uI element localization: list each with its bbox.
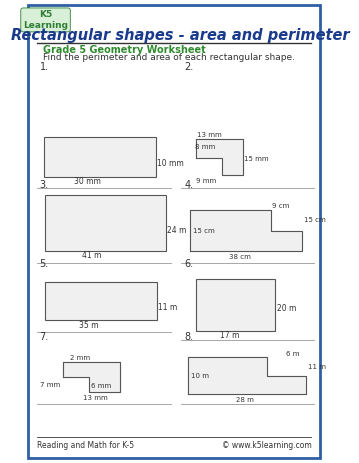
- Text: 7.: 7.: [39, 332, 49, 342]
- Text: 2 mm: 2 mm: [70, 355, 90, 361]
- Text: 15 cm: 15 cm: [304, 218, 326, 223]
- Bar: [196, 279, 275, 331]
- Text: 28 m: 28 m: [236, 398, 254, 403]
- Text: Rectangular shapes - area and perimeter: Rectangular shapes - area and perimeter: [11, 28, 349, 43]
- Text: Find the perimeter and area of each rectangular shape.: Find the perimeter and area of each rect…: [43, 53, 294, 62]
- Text: 6.: 6.: [185, 259, 194, 269]
- Text: Grade 5 Geometry Worksheet: Grade 5 Geometry Worksheet: [43, 45, 205, 55]
- Bar: [45, 282, 157, 320]
- Text: 10 mm: 10 mm: [157, 159, 184, 168]
- Text: 38 cm: 38 cm: [229, 255, 251, 260]
- Bar: [44, 137, 156, 177]
- Text: 9 mm: 9 mm: [196, 179, 216, 184]
- Text: 5.: 5.: [39, 259, 49, 269]
- Polygon shape: [63, 362, 120, 392]
- Bar: [45, 195, 166, 251]
- Text: 7 mm: 7 mm: [40, 382, 60, 388]
- Text: 11 m: 11 m: [308, 364, 326, 369]
- Text: 35 m: 35 m: [79, 320, 99, 330]
- Polygon shape: [188, 357, 306, 394]
- Text: 20 m: 20 m: [277, 304, 296, 313]
- Text: 6 m: 6 m: [286, 351, 299, 357]
- Text: 15 mm: 15 mm: [244, 156, 269, 162]
- Polygon shape: [196, 139, 243, 175]
- Text: 10 m: 10 m: [191, 373, 209, 379]
- Text: 1.: 1.: [39, 62, 49, 72]
- Text: 13 mm: 13 mm: [83, 395, 108, 401]
- Text: 4.: 4.: [185, 180, 194, 190]
- Text: Reading and Math for K-5: Reading and Math for K-5: [37, 441, 134, 450]
- Text: 11 m: 11 m: [158, 303, 177, 312]
- Text: 24 m: 24 m: [167, 226, 187, 235]
- Text: 15 cm: 15 cm: [194, 228, 215, 233]
- Text: 8 mm: 8 mm: [195, 144, 215, 150]
- Text: 13 mm: 13 mm: [197, 132, 222, 138]
- Text: 17 m: 17 m: [220, 331, 240, 340]
- Text: 8.: 8.: [185, 332, 194, 342]
- Text: 3.: 3.: [39, 180, 49, 190]
- Text: K5
Learning: K5 Learning: [23, 10, 68, 30]
- Text: 41 m: 41 m: [82, 251, 102, 260]
- Text: 6 mm: 6 mm: [91, 383, 112, 389]
- Text: © www.k5learning.com: © www.k5learning.com: [222, 441, 311, 450]
- Text: 9 cm: 9 cm: [272, 203, 290, 208]
- Text: 2.: 2.: [185, 62, 194, 72]
- Text: 30 mm: 30 mm: [74, 177, 101, 186]
- Polygon shape: [190, 210, 302, 251]
